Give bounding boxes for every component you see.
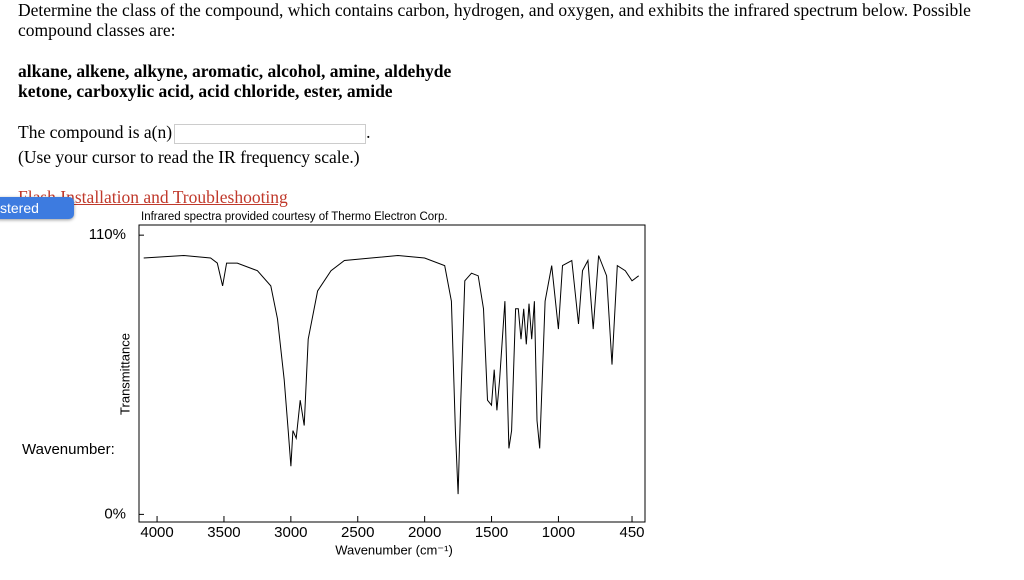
plot-frame: [138, 224, 646, 523]
spectrum-line: [143, 254, 639, 495]
question: Determine the class of the compound, whi…: [18, 0, 971, 40]
y-tick-label: 0%: [104, 505, 126, 522]
answer-input[interactable]: [174, 123, 367, 144]
x-tick-label: 1500: [475, 524, 508, 541]
x-tick-label: 450: [620, 524, 645, 541]
badge[interactable]: stered: [0, 197, 74, 219]
y-axis-label: Transmittance: [117, 333, 132, 415]
classes: alkane, alkene, alkyne, aromatic, alcoho…: [18, 61, 452, 81]
prompt: The compound is a(n).: [18, 122, 370, 144]
side-label: Wavenumber:: [22, 441, 115, 458]
link[interactable]: Flash Installation and Troubleshooting: [18, 187, 288, 207]
y-tick-label: 110%: [89, 226, 126, 243]
prompt-end: .: [366, 122, 371, 142]
x-axis-label: Wavenumber (cm⁻¹): [335, 542, 453, 557]
classes: ketone, carboxylic acid, acid chloride, …: [18, 81, 393, 101]
x-tick-label: 1000: [542, 524, 575, 541]
x-tick-label: 3500: [207, 524, 240, 541]
x-tick-label: 2000: [408, 524, 441, 541]
note: (Use your cursor to read the IR frequenc…: [18, 147, 360, 167]
chart-title: Infrared spectra provided courtesy of Th…: [141, 211, 448, 223]
prompt-text: The compound is a(n): [18, 122, 173, 142]
x-tick-label: 2500: [341, 524, 374, 541]
x-tick-label: 4000: [140, 524, 173, 541]
x-tick-label: 3000: [274, 524, 307, 541]
